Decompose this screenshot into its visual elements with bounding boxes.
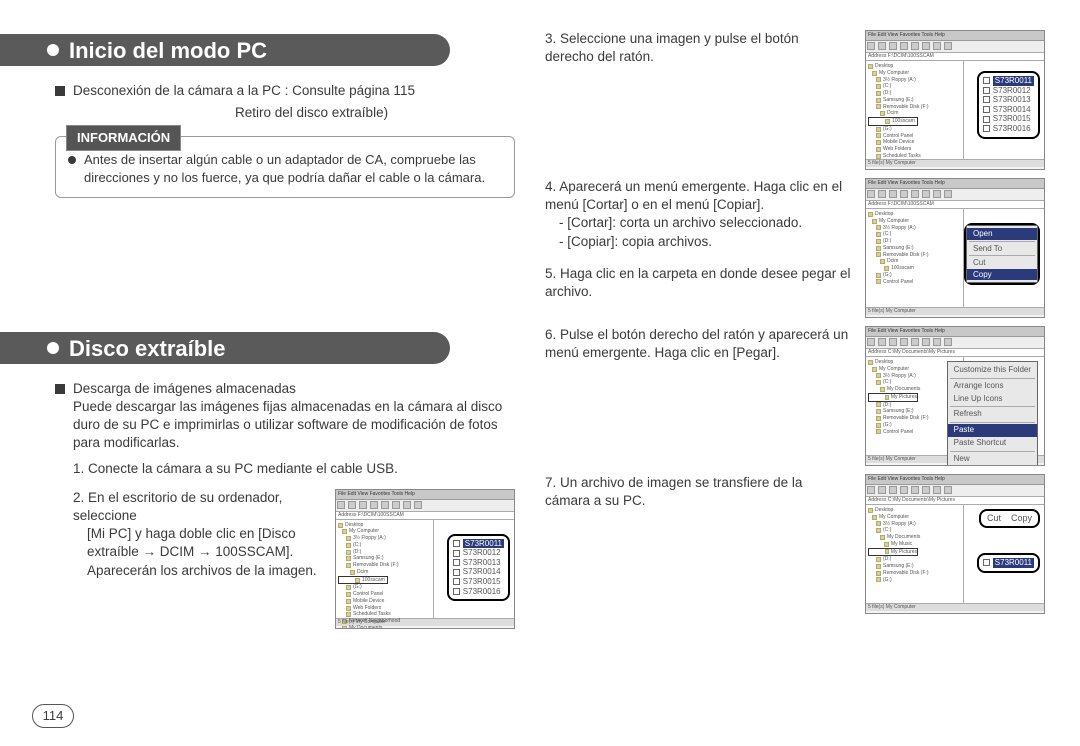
intro-body: Puede descargar las imágenes fijas almac… bbox=[73, 398, 515, 453]
page-number: 114 bbox=[32, 704, 74, 728]
step-4-line2: - [Cortar]: corta un archivo seleccionad… bbox=[545, 214, 851, 232]
disconnect-subline: Retiro del disco extraíble) bbox=[55, 104, 515, 122]
section-head-removable-disk: Disco extraíble bbox=[55, 328, 515, 368]
section-head-pc-mode: Inicio del modo PC bbox=[55, 30, 515, 70]
info-text: Antes de insertar algún cable o un adapt… bbox=[84, 151, 502, 186]
step-6: 6. Pulse el botón derecho del ratón y ap… bbox=[545, 326, 851, 362]
square-bullet-icon bbox=[55, 384, 65, 394]
step-2-line3: Aparecerán los archivos de la imagen. bbox=[73, 562, 321, 580]
round-bullet-icon bbox=[68, 156, 76, 164]
step-7: 7. Un archivo de imagen se transfiere de… bbox=[545, 474, 851, 510]
left-column: Inicio del modo PC Desconexión de la cám… bbox=[55, 30, 515, 629]
right-column: 3. Seleccione una imagen y pulse el botó… bbox=[545, 30, 1045, 629]
screenshot-select-image: File Edit View Favorites Tools Help Addr… bbox=[865, 30, 1045, 170]
step-1: 1. Conecte la cámara a su PC mediante el… bbox=[55, 460, 515, 478]
screenshot-context-copy: File Edit View Favorites Tools Help Addr… bbox=[865, 178, 1045, 318]
square-bullet-icon bbox=[55, 86, 65, 96]
disconnect-text: Desconexión de la cámara a la PC : Consu… bbox=[73, 82, 415, 100]
info-box: INFORMACIÓN Antes de insertar algún cabl… bbox=[55, 136, 515, 197]
disconnect-line: Desconexión de la cámara a la PC : Consu… bbox=[55, 82, 515, 100]
screenshot-context-paste: File Edit View Favorites Tools Help Addr… bbox=[865, 326, 1045, 466]
step-2-line1: 2. En el escritorio de su ordenador, sel… bbox=[73, 489, 321, 525]
screenshot-transferred: File Edit View Favorites Tools Help Addr… bbox=[865, 474, 1045, 614]
step-5: 5. Haga clic en la carpeta en donde dese… bbox=[545, 265, 851, 301]
step-4-line1: 4. Aparecerá un menú emergente. Haga cli… bbox=[545, 178, 851, 214]
step-3: 3. Seleccione una imagen y pulse el botó… bbox=[545, 30, 851, 66]
step-2-line2: [Mi PC] y haga doble clic en [Disco extr… bbox=[73, 525, 321, 561]
info-label: INFORMACIÓN bbox=[66, 125, 181, 151]
section-title: Disco extraíble bbox=[69, 334, 226, 364]
step-4-line3: - [Copiar]: copia archivos. bbox=[545, 233, 851, 251]
section-title: Inicio del modo PC bbox=[69, 36, 267, 66]
screenshot-explorer-files: File Edit View Favorites Tools Help Addr… bbox=[335, 489, 515, 629]
intro-title: Descarga de imágenes almacenadas bbox=[73, 380, 515, 398]
download-intro: Descarga de imágenes almacenadas Puede d… bbox=[55, 380, 515, 453]
